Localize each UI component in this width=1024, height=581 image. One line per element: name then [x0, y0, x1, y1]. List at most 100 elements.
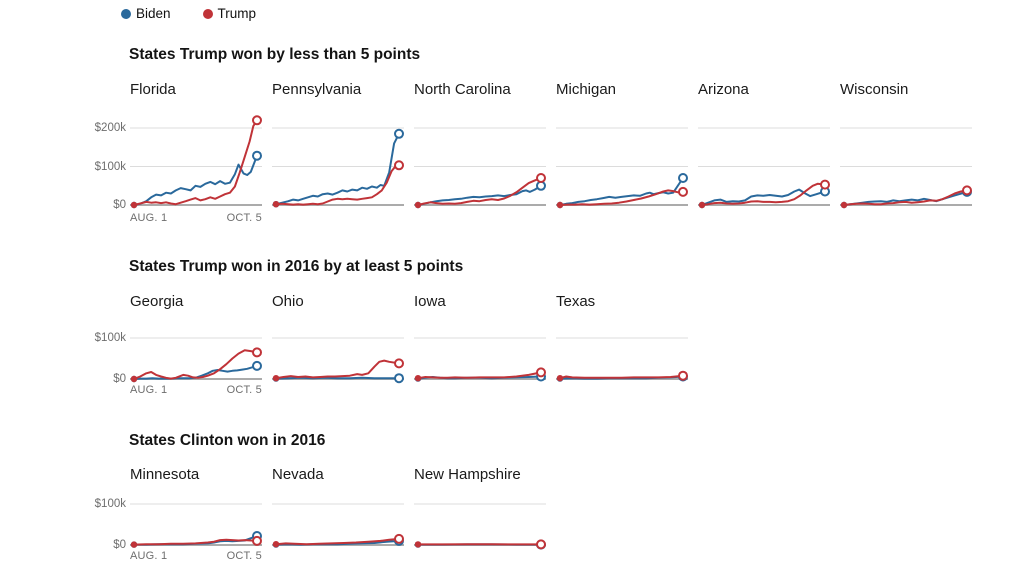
state-label-new-hampshire: New Hampshire — [414, 466, 546, 484]
trump-start-dot — [273, 541, 279, 547]
x-axis-labels: AUG. 1 OCT. 5 — [130, 550, 262, 562]
trump-endpoint-circle — [395, 359, 403, 367]
legend-label-biden: Biden — [136, 6, 171, 21]
legend-item-trump: Trump — [203, 6, 257, 21]
state-label-nevada: Nevada — [272, 466, 404, 484]
trump-start-dot — [415, 541, 421, 547]
state-label-texas: Texas — [556, 293, 688, 311]
trump-legend-dot — [203, 9, 213, 19]
state-label-arizona: Arizona — [698, 81, 830, 99]
chart-texas — [556, 333, 688, 383]
x-axis-row: AUG. 1 OCT. 5 — [0, 384, 1024, 396]
state-label-pennsylvania: Pennsylvania — [272, 81, 404, 99]
trump-start-dot — [131, 376, 137, 382]
trump-line — [560, 376, 683, 379]
y-axis-tick-label: $0 — [0, 372, 126, 386]
y-axis-tick-label: $200k — [0, 121, 126, 135]
state-label-wisconsin: Wisconsin — [840, 81, 972, 99]
biden-line — [276, 378, 399, 379]
x-axis-start-label: AUG. 1 — [130, 384, 167, 396]
chart-nevada — [272, 499, 404, 549]
biden-endpoint-circle — [395, 130, 403, 138]
trump-start-dot — [415, 202, 421, 208]
chart-michigan — [556, 111, 688, 211]
state-label-row: Florida Pennsylvania North Carolina Michiga… — [0, 81, 1024, 99]
y-axis-tick-label: $100k — [0, 331, 126, 345]
legend-item-biden: Biden — [121, 6, 171, 21]
trump-start-dot — [131, 541, 137, 547]
trump-line — [134, 120, 257, 205]
x-axis-start-label: AUG. 1 — [130, 212, 167, 224]
state-label-ohio: Ohio — [272, 293, 404, 311]
trump-endpoint-circle — [395, 161, 403, 169]
x-axis-start-label: AUG. 1 — [130, 550, 167, 562]
y-axis-tick-label: $100k — [0, 497, 126, 511]
trump-endpoint-circle — [963, 186, 971, 194]
x-axis-labels: AUG. 1 OCT. 5 — [130, 212, 262, 224]
chart-georgia — [130, 333, 262, 383]
trump-endpoint-circle — [537, 540, 545, 548]
charts-row: $100k $0 — [0, 333, 1024, 383]
trump-endpoint-circle — [679, 188, 687, 196]
y-axis-tick-label: $100k — [0, 160, 126, 174]
trump-start-dot — [131, 202, 137, 208]
chart-iowa — [414, 333, 546, 383]
state-label-minnesota: Minnesota — [130, 466, 262, 484]
legend-label-trump: Trump — [218, 6, 257, 21]
chart-wisconsin — [840, 111, 972, 211]
state-label-georgia: Georgia — [130, 293, 262, 311]
trump-line — [134, 540, 257, 545]
x-axis-end-label: OCT. 5 — [227, 550, 262, 562]
section-heading: States Clinton won in 2016 — [129, 432, 1024, 449]
trump-start-dot — [273, 201, 279, 207]
legend: Biden Trump — [121, 6, 1024, 21]
x-axis-row: AUG. 1 OCT. 5 — [0, 212, 1024, 224]
x-axis-labels: AUG. 1 OCT. 5 — [130, 384, 262, 396]
trump-start-dot — [557, 202, 563, 208]
x-axis-row: AUG. 1 OCT. 5 — [0, 550, 1024, 562]
biden-endpoint-circle — [253, 362, 261, 370]
trump-start-dot — [699, 202, 705, 208]
biden-line — [276, 134, 399, 204]
trump-endpoint-circle — [253, 116, 261, 124]
y-axis-tick-label: $0 — [0, 198, 126, 212]
chart-north-carolina — [414, 111, 546, 211]
state-label-iowa: Iowa — [414, 293, 546, 311]
state-label-michigan: Michigan — [556, 81, 688, 99]
trump-start-dot — [841, 202, 847, 208]
chart-sections: States Trump won by less than 5 points Fl… — [0, 46, 1024, 562]
trump-endpoint-circle — [253, 348, 261, 356]
state-label-row: Minnesota Nevada New Hampshire — [0, 466, 1024, 484]
trump-endpoint-circle — [395, 535, 403, 543]
state-label-row: Georgia Ohio Iowa Texas — [0, 293, 1024, 311]
section-heading: States Trump won by less than 5 points — [129, 46, 1024, 63]
trump-endpoint-circle — [537, 368, 545, 376]
biden-legend-dot — [121, 9, 131, 19]
state-label-north-carolina: North Carolina — [414, 81, 546, 99]
state-label-florida: Florida — [130, 81, 262, 99]
x-axis-end-label: OCT. 5 — [227, 384, 262, 396]
trump-endpoint-circle — [679, 372, 687, 380]
chart-arizona — [698, 111, 830, 211]
small-multiples-page: { "legend": [ {"label": "Biden", "color"… — [0, 6, 1024, 581]
trump-start-dot — [557, 375, 563, 381]
section-heading: States Trump won in 2016 by at least 5 p… — [129, 258, 1024, 275]
chart-minnesota — [130, 499, 262, 549]
biden-endpoint-circle — [253, 152, 261, 160]
chart-new-hampshire — [414, 499, 546, 549]
chart-pennsylvania — [272, 111, 404, 211]
y-axis-tick-label: $0 — [0, 538, 126, 552]
trump-line — [276, 539, 399, 544]
charts-row: $200k $100k $0 — [0, 111, 1024, 211]
charts-row: $100k $0 — [0, 499, 1024, 549]
trump-line — [276, 361, 399, 379]
trump-endpoint-circle — [537, 174, 545, 182]
chart-florida — [130, 111, 262, 211]
trump-start-dot — [415, 375, 421, 381]
trump-endpoint-circle — [253, 537, 261, 545]
trump-line — [134, 350, 257, 379]
x-axis-end-label: OCT. 5 — [227, 212, 262, 224]
trump-start-dot — [273, 375, 279, 381]
trump-endpoint-circle — [821, 181, 829, 189]
biden-endpoint-circle — [679, 174, 687, 182]
